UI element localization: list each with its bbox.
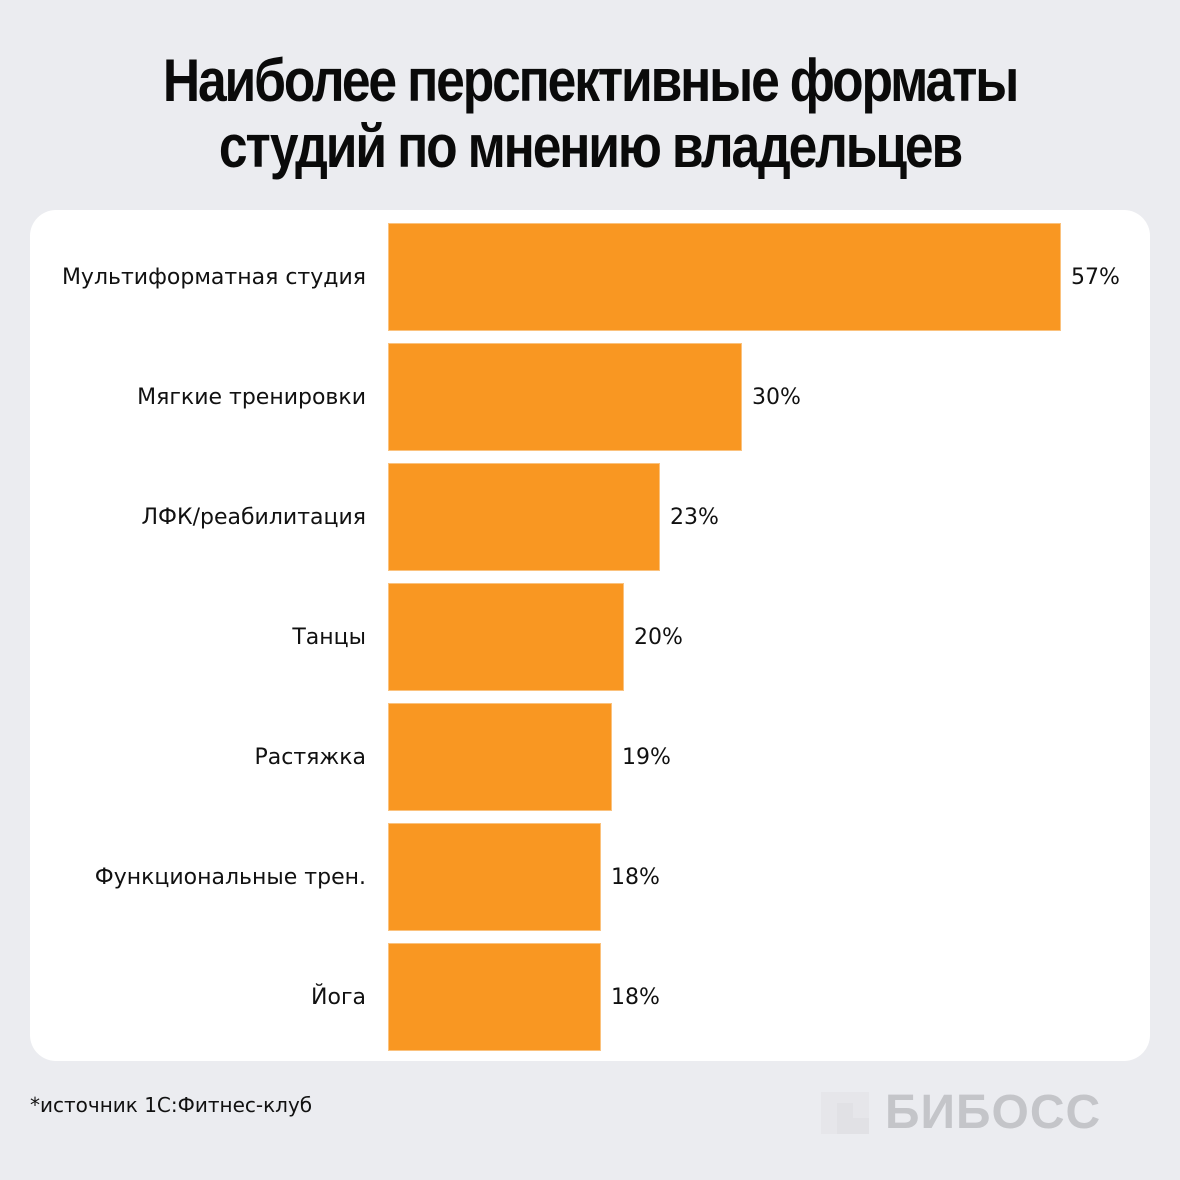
chart-card: Мультиформатная студия 57% Мягкие трениров… [30,210,1150,1061]
brand-logo-text: БИБОСС [885,1086,1102,1139]
brand-logo-icon [821,1092,869,1134]
bar-category-label: ЛФК/реабилитация [141,504,366,530]
bar-row: ЛФК/реабилитация 23% [30,463,1150,571]
bar-row: Растяжка 19% [30,703,1150,811]
bar-category-label: Растяжка [254,744,366,770]
bar-category-label: Функциональные трен. [94,864,366,890]
bar-row: Функциональные трен. 18% [30,823,1150,931]
chart-title-line-2: студий по мнению владельцев [218,113,963,180]
bar [388,943,601,1051]
bar [388,583,624,691]
bar-value-label: 18% [611,984,660,1010]
bar [388,703,612,811]
bar [388,823,601,931]
bar-row: Мультиформатная студия 57% [30,223,1150,331]
bar [388,463,660,571]
bar-category-label: Мультиформатная студия [61,264,366,290]
bar-value-label: 30% [752,384,801,410]
bar-value-label: 23% [670,504,719,530]
source-note: *источник 1С:Фитнес-клуб [30,1093,313,1117]
bar-row: Йога 18% [30,943,1150,1051]
brand-logo: БИБОСС [821,1086,1102,1139]
bar-category-label: Танцы [292,624,366,650]
bar-row: Танцы 20% [30,583,1150,691]
bar-category-label: Йога [311,984,366,1010]
bar-value-label: 18% [611,864,660,890]
chart-title-line-1: Наиболее перспективные форматы [162,47,1019,114]
bar [388,223,1061,331]
bar [388,343,742,451]
bar-value-label: 19% [622,744,671,770]
bar-value-label: 57% [1071,264,1120,290]
bar-value-label: 20% [634,624,683,650]
chart-title: Наиболее перспективные форматы студий по… [83,48,1098,180]
bar-category-label: Мягкие тренировки [137,384,366,410]
bar-row: Мягкие тренировки 30% [30,343,1150,451]
